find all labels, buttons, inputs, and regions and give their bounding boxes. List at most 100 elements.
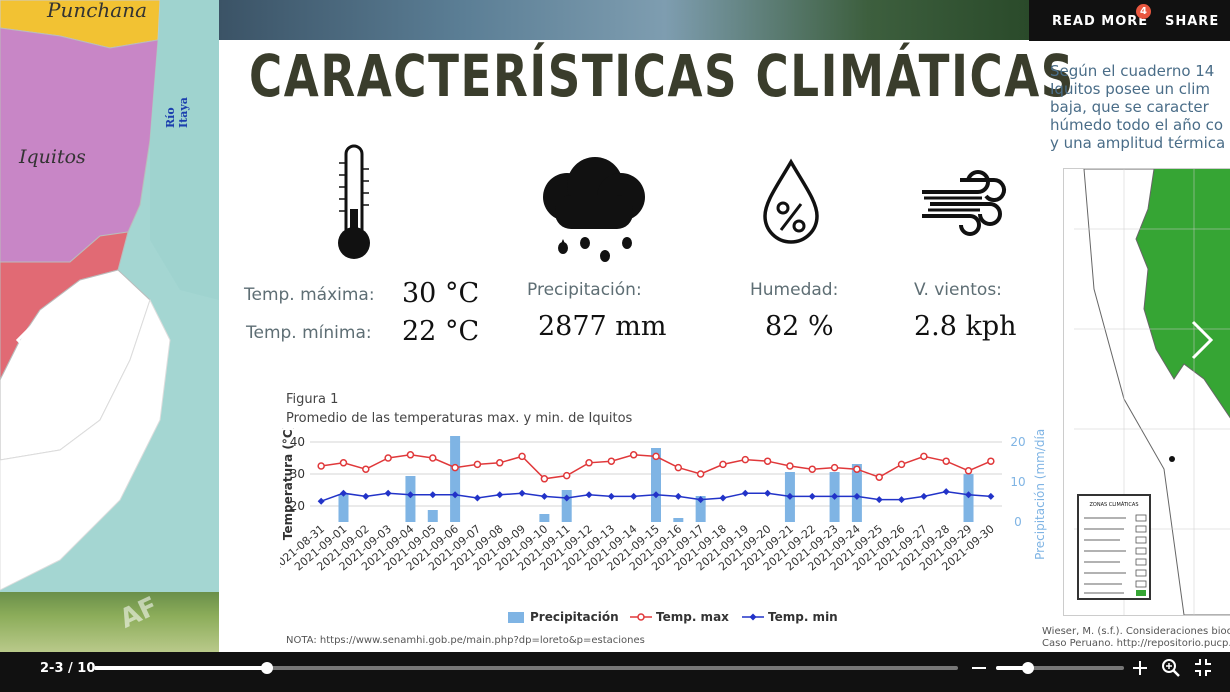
- share-button[interactable]: SHARE: [1165, 14, 1220, 29]
- temp-max-point: [473, 460, 482, 469]
- y-tick-label: 20: [290, 499, 305, 513]
- fullscreen-exit-icon: [1195, 659, 1211, 676]
- precip-bar: [450, 436, 461, 522]
- temp-min-point: [831, 492, 839, 500]
- y-tick-label: 30: [290, 467, 305, 481]
- precip-bar: [695, 496, 706, 522]
- rain-cloud-icon: [543, 157, 645, 262]
- top-photo: [219, 0, 1030, 40]
- precip-bar: [338, 494, 349, 522]
- temp-max-point: [964, 467, 973, 475]
- side-text-line: húmedo todo el año co: [1050, 116, 1224, 134]
- temp-min-point: [853, 492, 861, 500]
- temp-min-point: [429, 491, 437, 499]
- temp-max-point: [429, 454, 437, 462]
- legend-label-tmin: Temp. min: [768, 610, 838, 624]
- temp-max-point: [674, 463, 683, 472]
- side-text-line: Iquitos posee un clim: [1050, 80, 1210, 98]
- top-bar: [1029, 0, 1230, 41]
- zoom-fill: [996, 666, 1028, 670]
- precip-bar: [427, 510, 438, 522]
- legend-marker-tmax: [637, 613, 645, 621]
- side-text-line: Según el cuaderno 14: [1050, 62, 1215, 80]
- minimap-legend-title: ZONAS CLIMÁTICAS: [1090, 501, 1139, 508]
- y-axis-title: Temperatura (°C): [281, 428, 295, 540]
- peru-map: ZONAS CLIMÁTICAS: [1074, 169, 1230, 615]
- temp-max-point: [495, 459, 504, 467]
- temp-max-point: [384, 454, 392, 462]
- read-more-button[interactable]: READ MORE: [1052, 14, 1149, 29]
- slide-title: CARACTERÍSTICAS CLIMÁTICAS: [249, 42, 1075, 110]
- zoom-in-button[interactable]: [1132, 657, 1148, 685]
- figure-label: Figura 1: [286, 392, 339, 407]
- page-progress-slider[interactable]: [94, 662, 958, 674]
- precip-bar: [673, 518, 684, 522]
- side-text-line: y una amplitud térmica: [1050, 134, 1226, 152]
- temp-max-label: Temp. máxima:: [244, 285, 375, 305]
- temp-min-point: [630, 492, 638, 500]
- temp-max-point: [518, 452, 526, 461]
- temp-min-point: [942, 488, 950, 496]
- temp-min-point: [741, 489, 749, 497]
- temp-max-point: [540, 475, 549, 483]
- temp-max-value: 30 °C: [402, 278, 480, 309]
- temp-min-point: [808, 492, 816, 500]
- temp-min-point: [987, 492, 995, 500]
- temp-min-point: [473, 494, 481, 502]
- temp-max-point: [830, 463, 839, 472]
- map-label-iquitos: Iquitos: [19, 146, 86, 168]
- legend-swatch-precip: [508, 612, 524, 623]
- next-page-button[interactable]: [1189, 318, 1215, 373]
- temp-max-point: [987, 457, 995, 465]
- temp-max-point: [853, 465, 861, 473]
- temp-max-point: [920, 452, 928, 461]
- temp-min-point: [496, 491, 504, 499]
- precip-bar: [651, 448, 661, 522]
- precipitation-label: Precipitación:: [527, 280, 642, 300]
- temp-max-point: [719, 460, 727, 469]
- temp-min-point: [786, 492, 794, 500]
- temp-min-point: [719, 494, 727, 502]
- presentation-viewer: Punchana Iquitos Río Itaya AF READ MORE …: [0, 0, 1230, 652]
- temp-min-point: [875, 496, 883, 504]
- precip-bar: [405, 476, 416, 522]
- zoom-handle[interactable]: [1022, 662, 1034, 674]
- wind-icon: [922, 170, 1006, 236]
- temp-max-point: [875, 473, 883, 481]
- temp-min-label: Temp. mínima:: [246, 323, 372, 343]
- temp-max-point: [585, 459, 593, 467]
- slide-page: READ MORE 4 SHARE CARACTERÍSTICAS CLIMÁT…: [219, 0, 1230, 652]
- temp-max-point: [652, 452, 660, 461]
- temp-max-point: [786, 462, 794, 470]
- temp-max-point: [763, 457, 772, 465]
- humidity-value: 82 %: [765, 311, 834, 342]
- side-text: Según el cuaderno 14 Iquitos posee un cl…: [1050, 62, 1230, 152]
- legend-marker-tmin: [749, 613, 757, 621]
- fullscreen-exit-button[interactable]: [1193, 657, 1213, 685]
- temp-max-point: [562, 471, 571, 480]
- zoom-out-button[interactable]: [971, 657, 987, 685]
- temp-max-point: [897, 460, 906, 469]
- temp-max-point: [696, 470, 705, 478]
- photo-strip: [0, 592, 219, 652]
- temp-min-point: [585, 491, 593, 499]
- magnify-button[interactable]: [1161, 657, 1181, 685]
- page-progress-handle[interactable]: [260, 662, 273, 674]
- map-label-punchana: Punchana: [47, 0, 148, 22]
- zoom-slider[interactable]: [996, 662, 1124, 674]
- precip-bar: [561, 490, 572, 522]
- district-map: [0, 0, 219, 652]
- zoom-magnifier-icon: [1162, 659, 1180, 677]
- page-counter: 2-3 / 10: [40, 661, 96, 676]
- temp-max-point: [808, 465, 817, 473]
- temp-min-point: [607, 492, 615, 500]
- chevron-left-icon: [15, 320, 38, 360]
- legend-label-tmax: Temp. max: [656, 610, 729, 624]
- citation-line: Caso Peruano. http://repositorio.pucp.ed…: [1042, 638, 1230, 649]
- temp-min-point: [339, 489, 347, 497]
- humidity-label: Humedad:: [750, 280, 839, 300]
- source-note: NOTA: https://www.senamhi.gob.pe/main.ph…: [286, 635, 645, 646]
- wind-label: V. vientos:: [914, 280, 1002, 300]
- citation-line: Wieser, M. (s.f.). Consideraciones biocl…: [1042, 626, 1230, 637]
- temp-min-point: [898, 496, 906, 504]
